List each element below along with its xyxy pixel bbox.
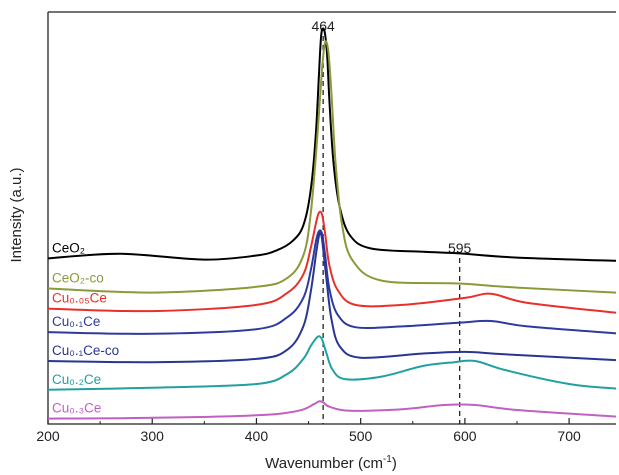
axes: 200 300 400 500 600 700 — [36, 11, 616, 444]
series-1-label: CeO₂-co — [52, 270, 104, 285]
series-labels: CeO₂ CeO₂-co Cu₀.₀₅Ce Cu₀.₁Ce Cu₀.₁Ce-co Cu₀.… — [52, 240, 119, 415]
series-4-line — [47, 231, 617, 364]
series-6-line — [47, 400, 617, 420]
x-tick-label: 700 — [557, 428, 581, 444]
series-2-label: Cu₀.₀₅Ce — [52, 291, 107, 306]
x-tick-label: 200 — [36, 428, 60, 444]
peak-marker-label: 595 — [448, 240, 472, 256]
x-tick-label: 500 — [349, 428, 373, 444]
series-5-line — [47, 335, 617, 391]
series-6-label: Cu₀.₃Ce — [52, 401, 101, 416]
series-4-label: Cu₀.₁Ce-co — [52, 343, 119, 358]
peak-marker-label: 464 — [311, 18, 335, 34]
x-axis-title: Wavenumber (cm-1) — [265, 454, 397, 472]
series-curves — [47, 27, 617, 420]
series-3-line — [47, 229, 617, 335]
series-0-label: CeO₂ — [52, 240, 85, 255]
series-5-label: Cu₀.₂Ce — [52, 372, 101, 387]
peak-markers: 464 595 — [311, 18, 472, 424]
x-tick-label: 600 — [453, 428, 477, 444]
x-tick-label: 300 — [141, 428, 165, 444]
series-1-line — [47, 40, 617, 294]
series-0-line — [47, 27, 617, 262]
x-tick-label: 400 — [245, 428, 269, 444]
y-axis-title: Intensity (a.u.) — [8, 167, 25, 262]
series-2-line — [47, 210, 617, 314]
series-3-label: Cu₀.₁Ce — [52, 314, 100, 329]
